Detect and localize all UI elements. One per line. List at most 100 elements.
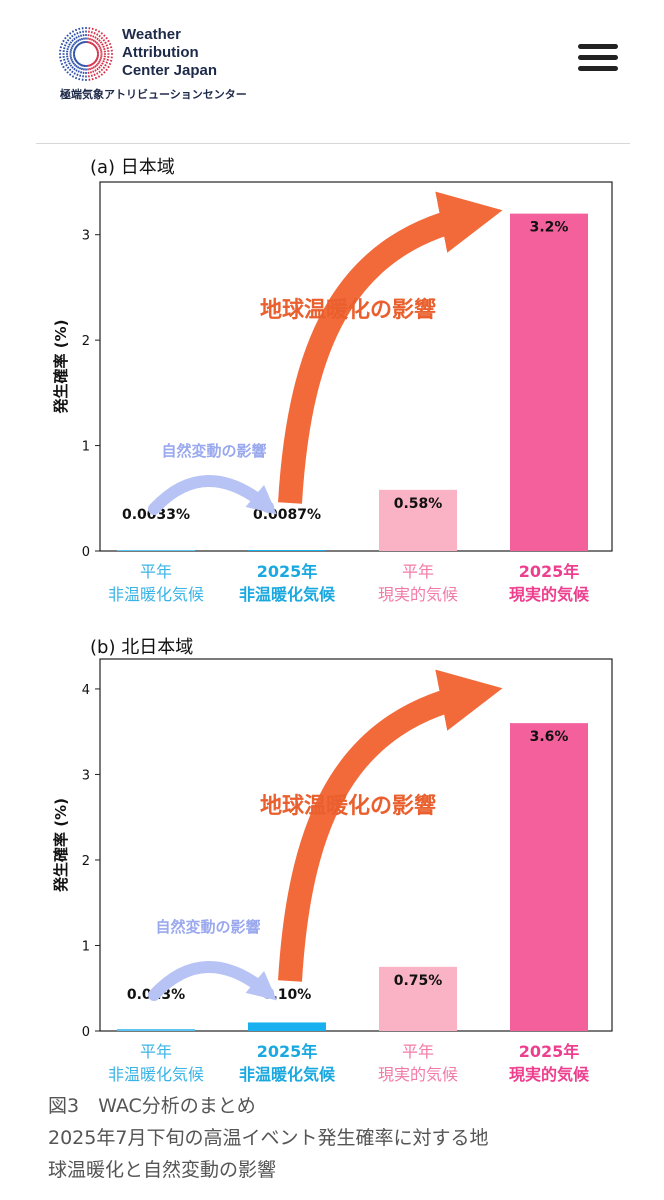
y-tick-label: 0 xyxy=(82,1025,90,1040)
header-divider xyxy=(36,143,630,144)
logo-line-2: Attribution xyxy=(122,44,199,61)
panel-title: (b) 北日本域 xyxy=(90,637,193,658)
logo-ray xyxy=(64,36,78,48)
logo-line-1: Weather xyxy=(122,26,181,43)
category-label-line2: 非温暖化気候 xyxy=(108,585,204,604)
caption-line-3: 球温暖化と自然変動の影響 xyxy=(48,1159,277,1181)
y-tick-label: 3 xyxy=(82,768,90,783)
category-label-line2: 非温暖化気候 xyxy=(108,1065,204,1084)
plot-frame xyxy=(99,658,613,1032)
logo-wordmark[interactable]: Weather Attribution Center Japan xyxy=(122,26,217,80)
y-tick-label: 1 xyxy=(82,440,90,455)
bar xyxy=(510,213,588,551)
natural-variability-arrow xyxy=(148,961,277,1001)
natural-variability-label: 自然変動の影響 xyxy=(161,442,266,460)
logo-ray xyxy=(95,58,110,69)
category-label-line1: 2025年 xyxy=(257,562,318,581)
global-warming-arrow xyxy=(278,669,503,982)
category-label-line1: 2025年 xyxy=(257,1042,318,1061)
category-label-line1: 平年 xyxy=(402,562,434,581)
logo-ray xyxy=(93,34,106,47)
logo-ray xyxy=(62,58,77,69)
category-label-line1: 平年 xyxy=(140,1042,172,1061)
logo-ray xyxy=(64,60,78,72)
y-tick-label: 4 xyxy=(82,683,90,698)
natural-variability-arrow xyxy=(148,475,277,515)
category-label-line2: 非温暖化気候 xyxy=(239,585,336,604)
category-label-line1: 2025年 xyxy=(519,1042,580,1061)
category-label-line2: 非温暖化気候 xyxy=(239,1065,336,1084)
logo-ray xyxy=(92,62,104,76)
category-label-line2: 現実的気候 xyxy=(509,1065,590,1084)
bar xyxy=(117,550,195,551)
y-tick-label: 1 xyxy=(82,939,90,954)
logo-ray xyxy=(81,64,86,81)
category-label-line1: 2025年 xyxy=(519,562,580,581)
logo-ray xyxy=(90,30,101,45)
y-tick-label: 3 xyxy=(82,229,90,244)
logo-ray xyxy=(81,27,86,44)
logo-ray xyxy=(62,39,77,50)
logo-ray xyxy=(96,49,113,54)
global-warming-label: 地球温暖化の影響 xyxy=(260,793,436,819)
panel-title: (a) 日本域 xyxy=(90,157,175,178)
category-label-line1: 平年 xyxy=(402,1042,434,1061)
logo-ray xyxy=(66,34,79,47)
logo-ray xyxy=(96,54,113,59)
hamburger-menu-icon[interactable] xyxy=(578,44,618,78)
y-axis-label: 発生確率 (%) xyxy=(52,320,70,415)
global-warming-arrow xyxy=(278,191,503,504)
logo-ray xyxy=(74,28,83,45)
y-tick-label: 2 xyxy=(82,334,90,349)
logo-ray xyxy=(60,42,77,51)
logo-ray xyxy=(78,64,84,81)
category-label-line2: 現実的気候 xyxy=(509,585,590,604)
plot-frame xyxy=(99,181,613,552)
site-header: Weather Attribution Center Japan 極端気象アトリ… xyxy=(0,0,664,144)
figure-caption: 図3 WAC分析のまとめ 2025年7月下旬の高温イベント発生確率に対する地 球… xyxy=(48,1090,648,1186)
global-warming-label: 地球温暖化の影響 xyxy=(260,297,436,323)
logo-ray xyxy=(74,63,83,80)
logo-ray xyxy=(68,32,80,46)
logo-ray xyxy=(60,57,77,66)
menu-bar xyxy=(578,55,618,60)
value-label: 0.75% xyxy=(394,973,443,989)
bar xyxy=(248,550,326,551)
bar xyxy=(510,723,588,1031)
logo-ray xyxy=(90,63,101,78)
caption-line-2: 2025年7月下旬の高温イベント発生確率に対する地 xyxy=(48,1127,489,1149)
logo-ray xyxy=(78,27,84,44)
category-label-line2: 現実的気候 xyxy=(378,1065,458,1084)
menu-bar xyxy=(578,44,618,49)
logo-ray xyxy=(59,56,76,62)
value-label: 0.0033% xyxy=(122,507,190,523)
bar xyxy=(117,1029,195,1031)
logo-ray xyxy=(71,63,82,78)
logo-ray xyxy=(86,27,91,44)
logo-ray xyxy=(94,60,108,72)
logo-ray xyxy=(71,30,82,45)
y-tick-label: 2 xyxy=(82,854,90,869)
logo-subtitle: 極端気象アトリビューションセンター xyxy=(60,88,247,101)
logo-ray xyxy=(59,46,76,52)
logo-ray xyxy=(96,56,113,62)
logo-ray xyxy=(95,42,112,51)
logo-icon[interactable] xyxy=(56,24,116,84)
logo-ray xyxy=(88,27,94,44)
logo-ray xyxy=(95,57,112,66)
menu-bar xyxy=(578,66,618,71)
bar xyxy=(379,966,457,1031)
logo-ray xyxy=(95,39,110,50)
logo-ray xyxy=(89,63,98,80)
natural-variability-label: 自然変動の影響 xyxy=(155,918,260,936)
category-label-line1: 平年 xyxy=(140,562,172,581)
logo-ray xyxy=(59,49,76,54)
logo-ray xyxy=(86,64,91,81)
y-axis-label: 発生確率 (%) xyxy=(52,798,70,893)
value-label: 3.6% xyxy=(530,729,569,745)
logo-line-3: Center Japan xyxy=(122,62,218,79)
logo-ray xyxy=(68,62,80,76)
